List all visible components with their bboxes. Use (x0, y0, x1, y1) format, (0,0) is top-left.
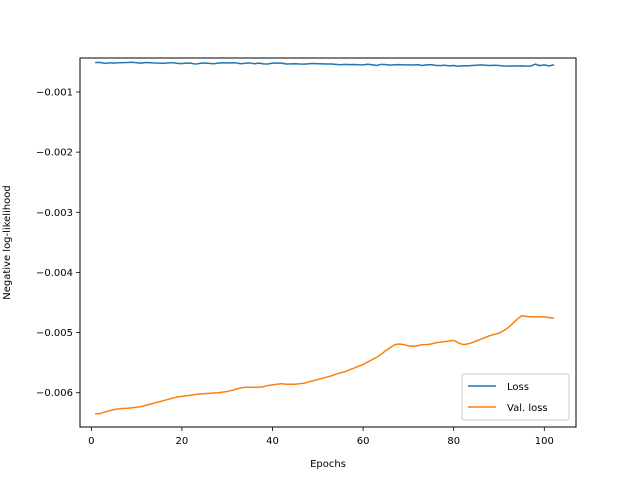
x-tick-label: 100 (535, 436, 554, 447)
legend-label-val-loss: Val. loss (507, 403, 548, 414)
y-tick-label: −0.001 (36, 87, 73, 98)
plot-area (95, 61, 555, 415)
x-tick-label: 40 (266, 436, 279, 447)
x-axis-label: Epochs (310, 459, 346, 470)
x-tick-label: 0 (88, 436, 94, 447)
axes-frame (79, 57, 577, 428)
y-tick-label: −0.004 (36, 268, 73, 279)
x-tick-label: 60 (357, 436, 370, 447)
y-tick-label: −0.006 (36, 388, 73, 399)
series-line-val-loss (95, 314, 555, 415)
y-tick-label: −0.003 (36, 208, 73, 219)
x-tick-label: 20 (176, 436, 189, 447)
series-line-loss (95, 61, 555, 67)
y-tick-label: −0.005 (36, 328, 73, 339)
legend-label-loss: Loss (507, 382, 529, 393)
legend: Loss Val. loss (461, 373, 570, 421)
x-axis: 0 20 40 60 80 100 (88, 427, 554, 447)
y-tick-label: −0.002 (36, 148, 73, 159)
y-axis-label: Negative log-likelihood (2, 185, 13, 300)
x-tick-label: 80 (447, 436, 460, 447)
y-axis: −0.001 −0.002 −0.003 −0.004 −0.005 −0.006 (36, 87, 80, 399)
